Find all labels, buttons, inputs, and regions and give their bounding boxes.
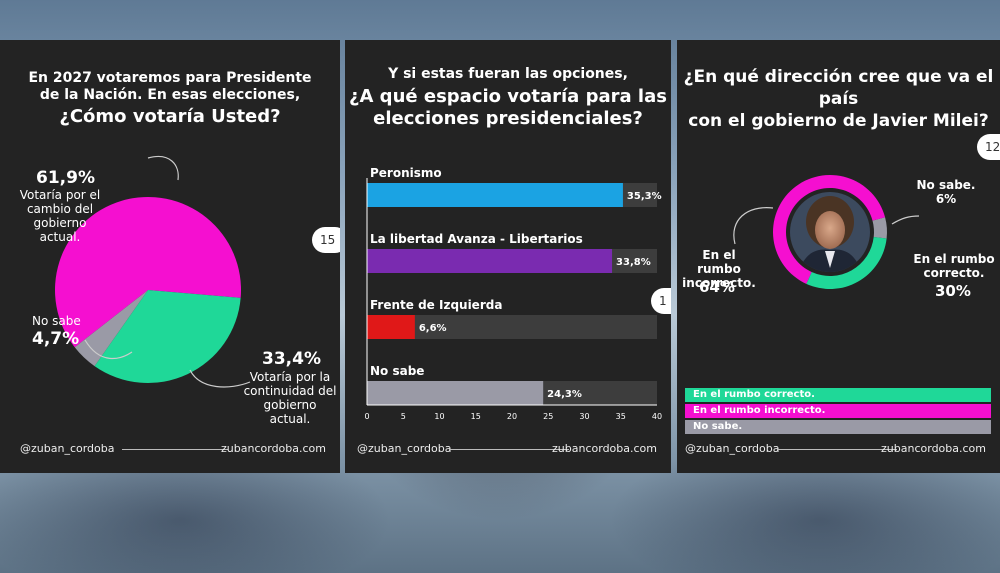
donut-slice-nosabe bbox=[872, 217, 887, 239]
slice-value-nosabe: 4,7% bbox=[32, 329, 80, 349]
bar-libertad-avanza bbox=[367, 249, 613, 273]
slice-label-change-l3: gobierno bbox=[33, 216, 87, 230]
footer-handle[interactable]: @zuban_cordoba bbox=[685, 442, 780, 455]
label-correct-l1: En el rumbo bbox=[913, 252, 995, 266]
bar-value-label: 6,6% bbox=[419, 323, 447, 334]
slice-label-change-l2: cambio del bbox=[26, 202, 94, 216]
slice-label-change: Votaría por el cambio del gobierno actua… bbox=[14, 188, 106, 244]
slice-label-nosabe: No sabe bbox=[32, 314, 81, 328]
pie-slice-continuity bbox=[94, 290, 241, 383]
bar-no-sabe bbox=[367, 381, 544, 405]
panel2-footer: @zuban_cordoba zubancordoba.com bbox=[345, 442, 671, 456]
label-incorrect-l1: En el rumbo bbox=[697, 248, 741, 276]
legend-incorrect: En el rumbo incorrecto. bbox=[685, 404, 991, 418]
footer-website[interactable]: zubancordoba.com bbox=[221, 442, 326, 455]
footer-website[interactable]: zubancordoba.com bbox=[881, 442, 986, 455]
page-indicator[interactable]: 15 bbox=[312, 227, 340, 253]
footer-divider bbox=[122, 449, 228, 450]
x-tick-label: 35 bbox=[616, 412, 626, 421]
bar-track bbox=[367, 315, 657, 339]
panel2-title: Y si estas fueran las opciones, bbox=[388, 66, 628, 82]
slice-label-continuity-l4: actual. bbox=[269, 412, 311, 426]
panel3-question-line2: con el gobierno de Javier Milei? bbox=[688, 111, 989, 131]
x-tick-label: 10 bbox=[434, 412, 444, 421]
portrait-photo bbox=[790, 192, 870, 272]
bar-value-label: 24,3% bbox=[547, 389, 582, 400]
bar-category-label: Frente de Izquierda bbox=[370, 298, 502, 312]
panel2-question-line2: elecciones presidenciales? bbox=[373, 108, 643, 129]
panel3-question-line1: ¿En qué dirección cree que va el país bbox=[683, 67, 994, 109]
label-incorrect-l2: incorrecto. bbox=[682, 276, 756, 290]
footer-divider bbox=[449, 449, 569, 450]
panel3-question: ¿En qué dirección cree que va el país co… bbox=[677, 66, 1000, 132]
annotation-arrow-nosabe bbox=[891, 215, 920, 225]
x-tick-label: 40 bbox=[652, 412, 662, 421]
bar-peronismo bbox=[367, 183, 623, 207]
slice-label-change-l4: actual. bbox=[39, 230, 81, 244]
panel2-question: ¿A qué espacio votaría para las eleccion… bbox=[345, 86, 671, 130]
slice-label-change-l1: Votaría por el bbox=[19, 188, 101, 202]
x-tick-label: 0 bbox=[364, 412, 369, 421]
x-tick-label: 25 bbox=[543, 412, 553, 421]
bar-frente-izquierda bbox=[367, 315, 415, 339]
donut-chart-direction bbox=[733, 174, 920, 289]
slice-label-continuity-l2: continuidad del bbox=[243, 384, 337, 398]
panel1-title-line2: de la Nación. En esas elecciones, bbox=[39, 87, 301, 103]
bar-category-label: Peronismo bbox=[370, 166, 442, 180]
page-indicator[interactable]: 12 bbox=[977, 134, 1000, 160]
x-tick-label: 20 bbox=[507, 412, 517, 421]
footer-handle[interactable]: @zuban_cordoba bbox=[20, 442, 115, 455]
bar-category-label: No sabe bbox=[370, 364, 424, 378]
pie-slice-change bbox=[54, 196, 242, 348]
panel2-question-line1: ¿A qué espacio votaría para las bbox=[349, 86, 667, 107]
label-incorrect: En el rumbo incorrecto. bbox=[679, 248, 759, 290]
footer-handle[interactable]: @zuban_cordoba bbox=[357, 442, 452, 455]
slice-value-change: 61,9% bbox=[36, 168, 95, 188]
slice-value-continuity: 33,4% bbox=[262, 349, 321, 369]
bar-chart-options: Peronismo 35,3% La libertad Avanza - Liber… bbox=[364, 166, 662, 421]
slice-label-continuity-l3: gobierno bbox=[263, 398, 317, 412]
annotation-arrow-change bbox=[147, 156, 179, 181]
page-indicator[interactable]: 1 bbox=[651, 288, 671, 314]
slice-label-continuity-l1: Votaría por la bbox=[249, 370, 331, 384]
pie-chart-vote bbox=[54, 156, 251, 388]
panel-vote-2027: En 2027 votaremos para Presidente de la … bbox=[0, 40, 340, 473]
x-tick-label: 30 bbox=[579, 412, 589, 421]
footer-divider bbox=[777, 449, 897, 450]
panel1-title-line1: En 2027 votaremos para Presidente bbox=[28, 70, 312, 86]
x-tick-label: 15 bbox=[471, 412, 481, 421]
label-correct-l2: correcto. bbox=[923, 266, 985, 280]
slice-label-continuity: Votaría por la continuidad del gobierno … bbox=[240, 370, 340, 426]
label-correct: En el rumbo correcto. bbox=[909, 252, 999, 280]
panel3-footer: @zuban_cordoba zubancordoba.com bbox=[677, 442, 1000, 456]
bar-value-label: 35,3% bbox=[627, 191, 662, 202]
panel-country-direction: ¿En qué dirección cree que va el país co… bbox=[677, 40, 1000, 473]
donut-slice-correct bbox=[806, 237, 887, 289]
panel1-title: En 2027 votaremos para Presidente de la … bbox=[0, 70, 340, 104]
annotation-arrow-incorrect bbox=[733, 207, 774, 245]
annotation-arrow-continuity bbox=[189, 369, 251, 388]
label-nosabe: No sabe. 6% bbox=[911, 178, 981, 206]
panel1-question: ¿Cómo votaría Usted? bbox=[59, 106, 281, 127]
pie-slice-nosabe bbox=[74, 290, 148, 367]
x-tick-label: 5 bbox=[401, 412, 406, 421]
legend-correct: En el rumbo correcto. bbox=[685, 388, 991, 402]
panel1-footer: @zuban_cordoba zubancordoba.com bbox=[0, 442, 340, 456]
value-incorrect: 64% bbox=[699, 278, 735, 296]
annotation-arrow-nosabe bbox=[84, 339, 133, 360]
footer-website[interactable]: zubancordoba.com bbox=[552, 442, 657, 455]
bar-category-label: La libertad Avanza - Libertarios bbox=[370, 232, 583, 246]
value-correct: 30% bbox=[935, 282, 971, 300]
label-nosabe-l1: No sabe. bbox=[916, 178, 976, 192]
bar-value-label: 33,8% bbox=[616, 257, 651, 268]
legend-nosabe: No sabe. bbox=[685, 420, 991, 434]
panel-presidential-options: Y si estas fueran las opciones, ¿A qué e… bbox=[345, 40, 671, 473]
value-nosabe: 6% bbox=[935, 192, 957, 206]
